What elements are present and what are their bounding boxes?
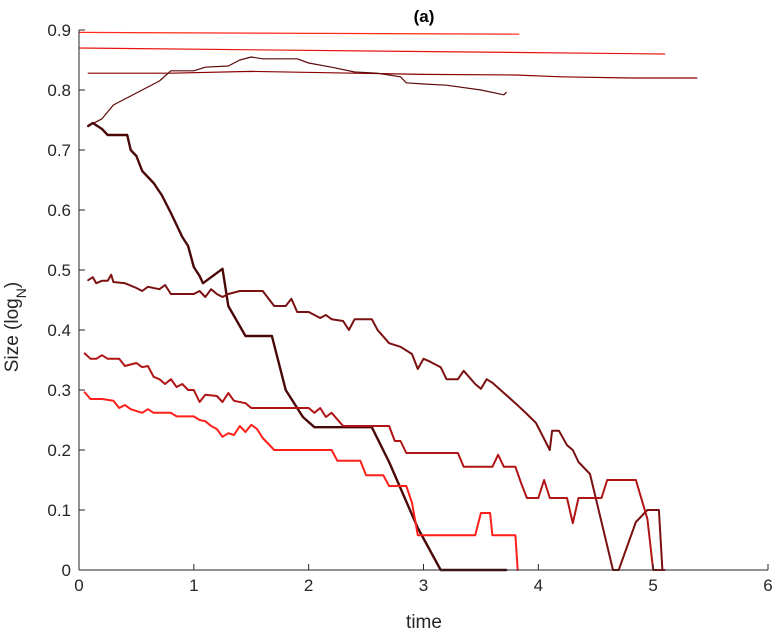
series-line-1 bbox=[78, 31, 520, 35]
x-tick-label-0: 0 bbox=[74, 576, 83, 595]
y-tick-label-6: 0.6 bbox=[47, 201, 71, 220]
chart-title: (a) bbox=[414, 7, 435, 26]
y-tick-label-3: 0.3 bbox=[47, 381, 71, 400]
y-axis-title: Size (logN) bbox=[2, 282, 29, 372]
y-tick-label-7: 0.7 bbox=[47, 141, 71, 160]
y-axis-title-main: Size (log bbox=[2, 298, 23, 372]
x-axis-title: time bbox=[406, 612, 442, 633]
series-line-5 bbox=[86, 121, 508, 572]
y-axis-title-subscript: N bbox=[13, 288, 29, 298]
x-tick-label-2: 2 bbox=[304, 576, 313, 595]
y-tick-label-9: 0.9 bbox=[47, 21, 71, 40]
series-layer bbox=[78, 31, 698, 572]
x-tick-label-6: 6 bbox=[763, 576, 772, 595]
axes-layer: 0 1 2 3 4 5 6 0 0.1 0.2 0.3 0.4 0.5 0.6 0.7 0.8 0.9 bbox=[47, 21, 772, 595]
x-tick-label-5: 5 bbox=[648, 576, 657, 595]
y-tick-label-4: 0.4 bbox=[47, 321, 71, 340]
series-line-8 bbox=[83, 391, 519, 571]
series-line-6 bbox=[87, 273, 664, 571]
x-tick-label-4: 4 bbox=[534, 576, 543, 595]
y-tick-label-5: 0.5 bbox=[47, 261, 71, 280]
y-tick-label-0: 0 bbox=[62, 561, 71, 580]
y-tick-label-1: 0.1 bbox=[47, 501, 71, 520]
series-line-3 bbox=[87, 70, 698, 79]
x-tick-label-3: 3 bbox=[419, 576, 428, 595]
y-tick-label-8: 0.8 bbox=[47, 81, 71, 100]
series-line-7 bbox=[83, 352, 666, 571]
series-line-4 bbox=[89, 56, 507, 126]
y-tick-label-2: 0.2 bbox=[47, 441, 71, 460]
y-axis-title-close: ) bbox=[2, 282, 23, 288]
x-tick-label-1: 1 bbox=[189, 576, 198, 595]
series-line-2 bbox=[78, 47, 666, 55]
